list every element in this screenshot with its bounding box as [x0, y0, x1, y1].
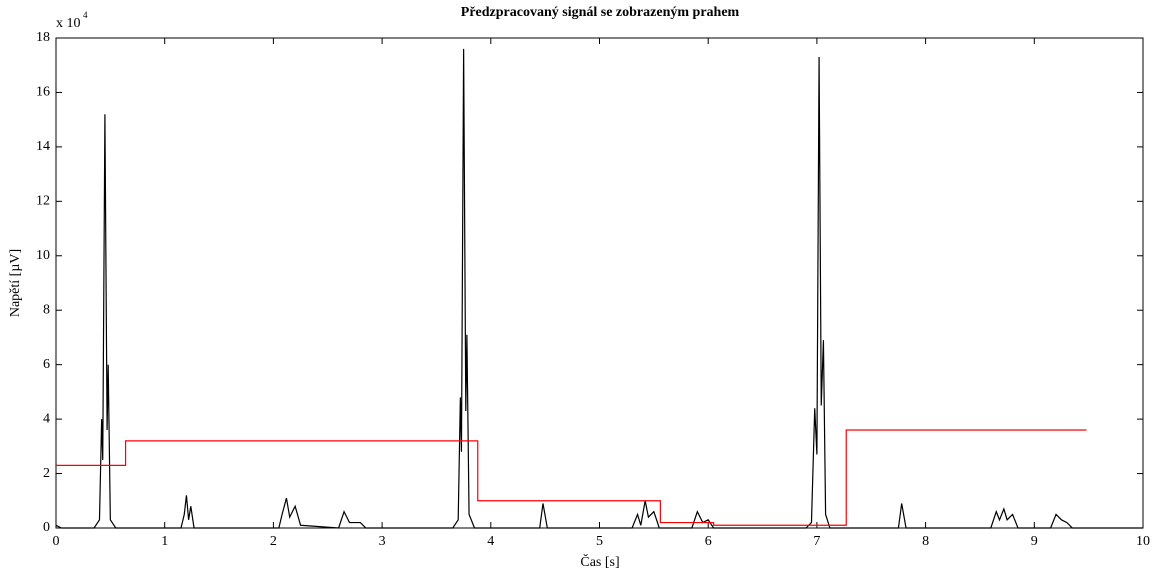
x-tick-label: 7	[813, 534, 820, 549]
y-tick-label: 10	[36, 248, 50, 263]
x-tick-label: 9	[1031, 534, 1038, 549]
x-tick-label: 2	[270, 534, 277, 549]
series-line	[56, 429, 1087, 526]
y-axis-label: Napětí [µV]	[8, 249, 23, 317]
series-line	[55, 48, 1143, 529]
y-scale-label: x 10	[56, 16, 81, 31]
y-tick-label: 12	[36, 194, 50, 209]
chart-title: Předzpracovaný signál se zobrazeným prah…	[461, 5, 740, 20]
x-tick-label: 4	[487, 534, 494, 549]
x-tick-label: 1	[161, 534, 168, 549]
x-tick-label: 6	[705, 534, 712, 549]
x-tick-label: 8	[922, 534, 929, 549]
y-tick-label: 16	[36, 85, 50, 100]
y-scale-exponent: 4	[83, 10, 88, 20]
y-tick-label: 2	[43, 466, 50, 481]
plot-frame	[55, 37, 1144, 529]
x-tick-label: 10	[1136, 534, 1150, 549]
y-tick-label: 6	[43, 357, 50, 372]
y-tick-label: 0	[43, 520, 50, 535]
y-tick-label: 4	[43, 411, 50, 426]
y-tick-label: 14	[36, 139, 50, 154]
x-tick-label: 3	[379, 534, 386, 549]
y-tick-label: 18	[36, 30, 50, 45]
x-axis-label: Čas [s]	[580, 553, 619, 570]
y-tick-label: 8	[43, 302, 50, 317]
x-tick-label: 5	[596, 534, 603, 549]
x-tick-label: 0	[53, 534, 60, 549]
